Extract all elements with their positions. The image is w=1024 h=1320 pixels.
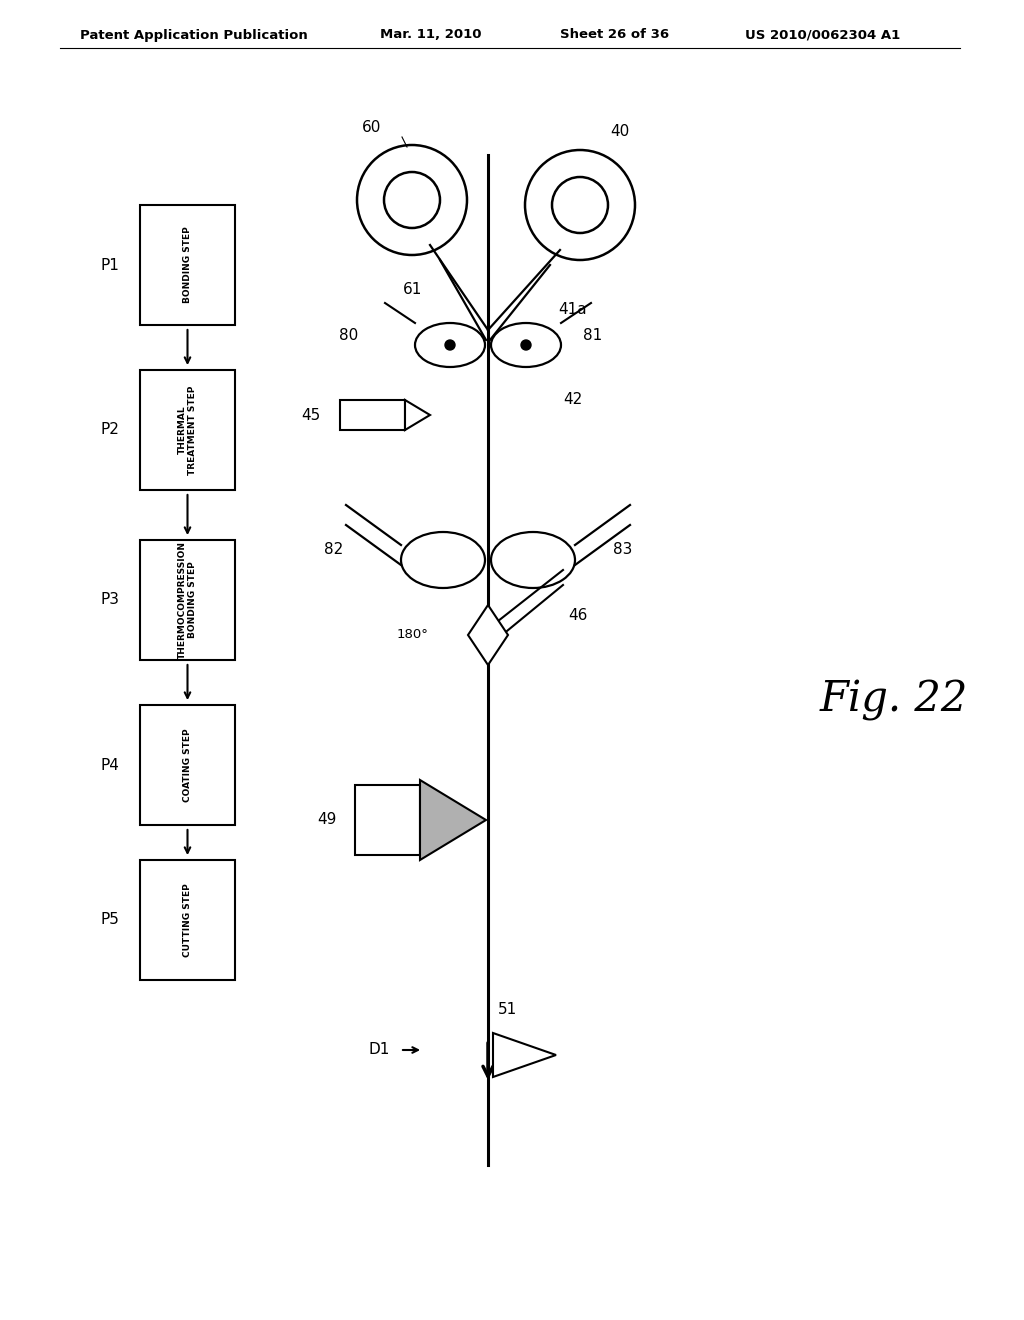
Text: 42: 42 (563, 392, 583, 408)
Bar (140, 205, 234, 325)
Text: 60: 60 (362, 120, 381, 135)
Text: Mar. 11, 2010: Mar. 11, 2010 (380, 29, 481, 41)
Text: BONDING STEP: BONDING STEP (183, 227, 193, 304)
Text: 41a: 41a (558, 302, 587, 318)
Text: 81: 81 (583, 327, 602, 342)
Polygon shape (468, 605, 508, 665)
Text: P4: P4 (100, 758, 120, 772)
Text: CUTTING STEP: CUTTING STEP (183, 883, 193, 957)
Circle shape (521, 341, 531, 350)
Text: Patent Application Publication: Patent Application Publication (80, 29, 308, 41)
Bar (140, 370, 234, 490)
Text: COATING STEP: COATING STEP (183, 729, 193, 801)
Text: P2: P2 (100, 422, 120, 437)
Text: Sheet 26 of 36: Sheet 26 of 36 (560, 29, 669, 41)
Bar (140, 705, 234, 825)
Bar (340, 400, 406, 430)
Text: 46: 46 (568, 607, 588, 623)
Text: THERMOCOMPRESSION
BONDING STEP: THERMOCOMPRESSION BONDING STEP (178, 541, 198, 659)
Text: 61: 61 (403, 282, 422, 297)
Text: Fig. 22: Fig. 22 (820, 678, 969, 721)
Text: 40: 40 (610, 124, 630, 140)
Bar (140, 540, 234, 660)
Text: 45: 45 (301, 408, 319, 422)
Text: P5: P5 (100, 912, 120, 928)
Text: D1: D1 (368, 1043, 389, 1057)
Text: 180°: 180° (396, 628, 428, 642)
Text: 80: 80 (339, 327, 358, 342)
Text: US 2010/0062304 A1: US 2010/0062304 A1 (745, 29, 900, 41)
Polygon shape (493, 1034, 556, 1077)
Text: P3: P3 (100, 593, 120, 607)
Text: 83: 83 (613, 543, 633, 557)
Text: THERMAL
TREATMENT STEP: THERMAL TREATMENT STEP (178, 385, 198, 475)
Text: 51: 51 (498, 1002, 517, 1018)
Text: 49: 49 (317, 813, 337, 828)
Circle shape (445, 341, 455, 350)
Text: 82: 82 (324, 543, 343, 557)
Polygon shape (420, 780, 486, 861)
Text: P1: P1 (100, 257, 120, 272)
Polygon shape (406, 400, 430, 430)
Bar (355, 785, 420, 855)
Bar (140, 861, 234, 979)
